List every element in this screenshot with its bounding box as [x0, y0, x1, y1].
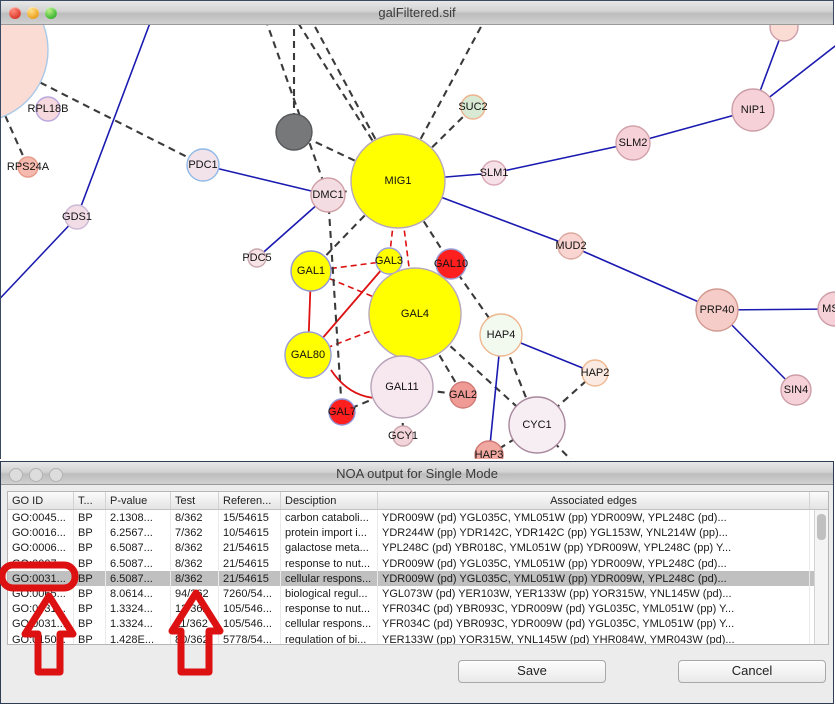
- svg-text:PRP40: PRP40: [700, 304, 735, 316]
- svg-text:GCY1: GCY1: [388, 430, 418, 442]
- svg-text:GAL4: GAL4: [401, 308, 429, 320]
- svg-text:GAL10: GAL10: [434, 258, 468, 270]
- svg-text:MUD2: MUD2: [555, 240, 586, 252]
- svg-text:PDC1: PDC1: [188, 159, 217, 171]
- svg-text:DMC1: DMC1: [312, 189, 343, 201]
- svg-text:GAL80: GAL80: [291, 349, 325, 361]
- svg-text:GDS1: GDS1: [62, 211, 92, 223]
- svg-text:CYC1: CYC1: [522, 419, 551, 431]
- svg-text:HAP2: HAP2: [581, 367, 610, 379]
- svg-text:HAP3: HAP3: [475, 449, 504, 459]
- svg-text:HAP4: HAP4: [487, 329, 516, 341]
- svg-text:GAL11: GAL11: [385, 381, 418, 393]
- svg-text:MSI1: MSI1: [822, 303, 835, 315]
- svg-text:GAL1: GAL1: [297, 265, 325, 277]
- svg-text:GAL7: GAL7: [328, 406, 356, 418]
- svg-text:RPL18B: RPL18B: [28, 103, 69, 115]
- svg-text:GAL3: GAL3: [375, 255, 403, 267]
- svg-text:SLM1: SLM1: [480, 167, 509, 179]
- svg-text:RPS24A: RPS24A: [7, 161, 50, 173]
- svg-text:SLM2: SLM2: [619, 137, 648, 149]
- svg-text:PDC5: PDC5: [242, 252, 271, 264]
- svg-text:MIG1: MIG1: [385, 175, 412, 187]
- svg-text:SIN4: SIN4: [784, 384, 808, 396]
- svg-text:GAL2: GAL2: [449, 389, 477, 401]
- svg-text:NIP1: NIP1: [741, 104, 765, 116]
- svg-text:SUC2: SUC2: [458, 101, 487, 113]
